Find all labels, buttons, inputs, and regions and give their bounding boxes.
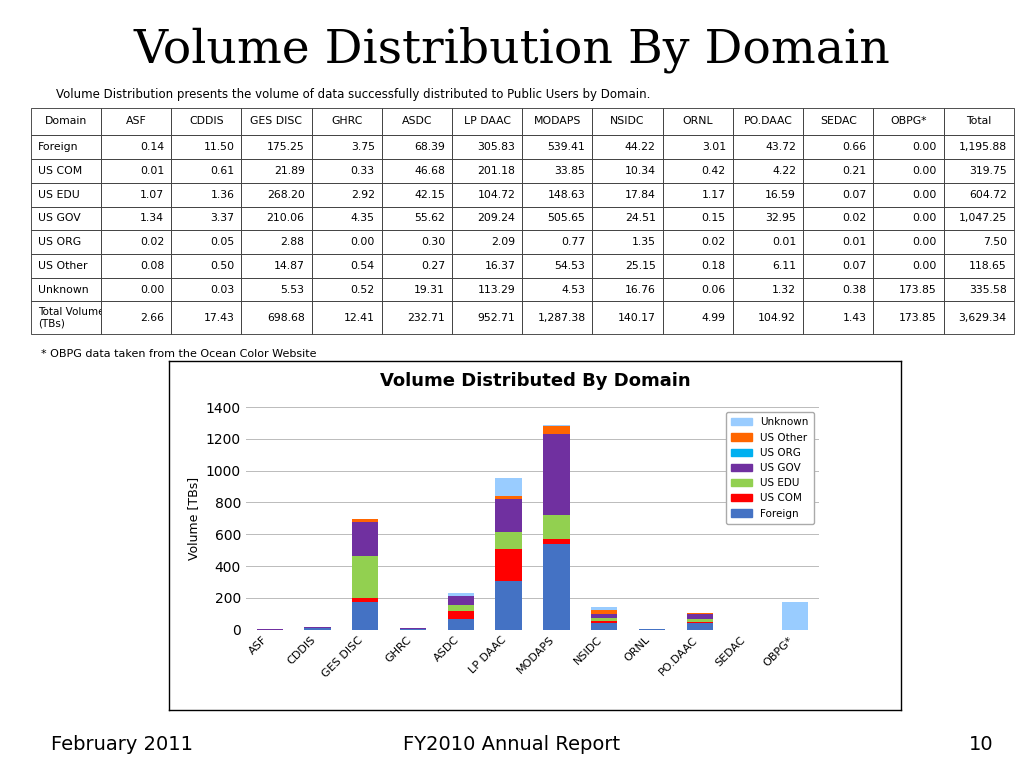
Bar: [447, 619, 474, 630]
Text: Volume Distribution presents the volume of data successfully distributed to Publ: Volume Distribution presents the volume …: [56, 88, 650, 101]
Text: Volume Distributed By Domain: Volume Distributed By Domain: [380, 372, 690, 390]
Bar: [352, 556, 379, 598]
Bar: [591, 621, 617, 623]
Bar: [352, 602, 379, 630]
Bar: [496, 496, 521, 499]
Bar: [591, 618, 617, 621]
Bar: [352, 598, 379, 602]
Bar: [496, 478, 521, 496]
Bar: [543, 435, 569, 515]
Bar: [352, 519, 379, 521]
Bar: [304, 628, 331, 630]
Text: * OBPG data taken from the Ocean Color Website: * OBPG data taken from the Ocean Color W…: [41, 349, 316, 359]
Bar: [591, 614, 617, 618]
Bar: [543, 538, 569, 544]
Bar: [447, 604, 474, 611]
Bar: [447, 611, 474, 619]
Legend: Unknown, US Other, US ORG, US GOV, US EDU, US COM, Foreign: Unknown, US Other, US ORG, US GOV, US ED…: [726, 412, 814, 524]
Text: 10: 10: [969, 735, 993, 754]
Bar: [496, 549, 521, 581]
Bar: [543, 425, 569, 435]
Bar: [591, 607, 617, 610]
Y-axis label: Volume [TBs]: Volume [TBs]: [187, 477, 201, 560]
Text: Volume Distribution By Domain: Volume Distribution By Domain: [133, 27, 891, 74]
Bar: [352, 522, 379, 556]
Bar: [496, 532, 521, 549]
Bar: [447, 593, 474, 596]
Text: FY2010 Annual Report: FY2010 Annual Report: [403, 735, 621, 754]
Bar: [543, 544, 569, 630]
Bar: [352, 518, 379, 519]
Bar: [686, 623, 713, 630]
Text: February 2011: February 2011: [51, 735, 194, 754]
Bar: [447, 596, 474, 604]
Bar: [496, 499, 521, 532]
Bar: [591, 610, 617, 614]
Bar: [543, 515, 569, 538]
Bar: [686, 620, 713, 622]
Bar: [591, 623, 617, 630]
Bar: [686, 614, 713, 620]
Bar: [496, 581, 521, 630]
Bar: [782, 602, 809, 630]
